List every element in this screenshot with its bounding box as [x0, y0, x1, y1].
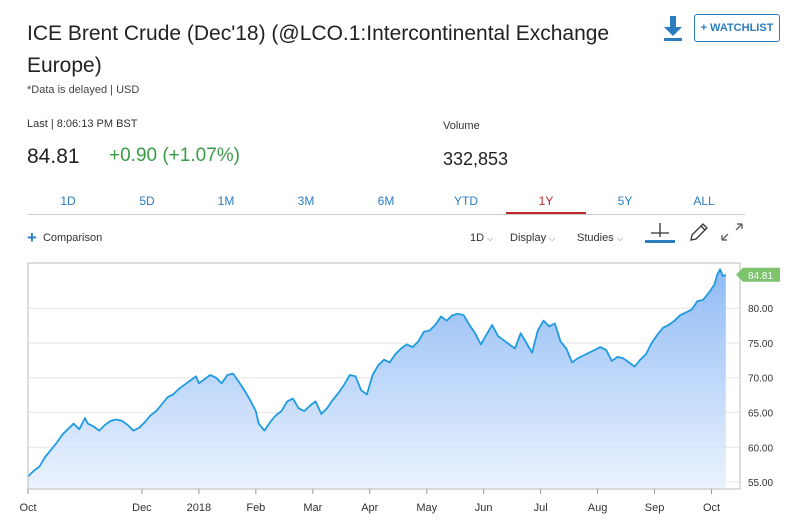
- tab-6m[interactable]: 6M: [377, 194, 395, 208]
- interval-label: 1D: [470, 232, 485, 244]
- pencil-icon[interactable]: [683, 221, 713, 243]
- display-dropdown[interactable]: Display ⌵: [510, 232, 555, 244]
- x-tick-label: Oct: [19, 502, 36, 514]
- chevron-down-icon: ⌵: [616, 234, 623, 243]
- x-tick-label: Feb: [246, 502, 265, 514]
- x-tick-label: Jun: [475, 502, 493, 514]
- data-delay-note: *Data is delayed | USD: [27, 84, 140, 96]
- x-tick-label: Jul: [534, 502, 548, 514]
- tab-1m[interactable]: 1M: [217, 194, 235, 208]
- interval-dropdown[interactable]: 1D ⌵: [470, 232, 493, 244]
- price-line: [27, 268, 727, 478]
- last-value-label: 84.81: [748, 271, 773, 282]
- studies-dropdown[interactable]: Studies ⌵: [577, 232, 623, 244]
- y-tick-label: 55.00: [748, 478, 773, 489]
- y-tick-label: 75.00: [748, 339, 773, 350]
- x-tick-label: Aug: [588, 502, 608, 514]
- y-tick-label: 65.00: [748, 409, 773, 420]
- plus-icon: +: [27, 228, 37, 247]
- comparison-label: Comparison: [42, 232, 103, 244]
- crosshair-icon[interactable]: [645, 221, 675, 243]
- chevron-down-icon: ⌵: [487, 234, 494, 243]
- studies-label: Studies: [577, 232, 614, 244]
- price-area: [28, 269, 726, 489]
- tab-1d[interactable]: 1D: [60, 194, 76, 208]
- tab-5d[interactable]: 5D: [139, 194, 155, 208]
- tab-1y[interactable]: 1Y: [506, 190, 586, 214]
- y-tick-label: 70.00: [748, 374, 773, 385]
- y-tick-label: 80.00: [748, 304, 773, 315]
- price-chart[interactable]: 55.00 60.00 65.00 70.00 75.00 80.00 Oct Dec 201…: [0, 258, 804, 532]
- last-price: 84.81: [27, 145, 80, 168]
- watchlist-button[interactable]: + WATCHLIST: [694, 14, 780, 42]
- x-tick-label: Oct: [703, 502, 720, 514]
- x-tick-label: Sep: [645, 502, 665, 514]
- x-tick-label: 2018: [187, 502, 211, 514]
- x-tick-label: May: [416, 502, 437, 514]
- price-change: +0.90 (+1.07%): [109, 145, 240, 166]
- comparison-button[interactable]: + Comparison: [27, 228, 103, 247]
- chevron-down-icon: ⌵: [549, 234, 556, 243]
- download-icon[interactable]: [661, 14, 685, 42]
- tab-5y[interactable]: 5Y: [617, 194, 633, 208]
- tab-all[interactable]: ALL: [693, 194, 715, 208]
- tab-ytd[interactable]: YTD: [454, 194, 478, 208]
- tab-3m[interactable]: 3M: [297, 194, 315, 208]
- volume-value: 332,853: [443, 149, 509, 169]
- plot-frame: [27, 262, 741, 490]
- x-tick-label: Dec: [132, 502, 152, 514]
- expand-icon[interactable]: [717, 221, 747, 243]
- volume-label: Volume: [443, 120, 480, 132]
- last-updated-label: Last | 8:06:13 PM BST: [27, 118, 138, 130]
- x-tick-label: Apr: [361, 502, 378, 514]
- y-tick-label: 60.00: [748, 443, 773, 454]
- last-value-badge: [736, 267, 780, 282]
- display-label: Display: [510, 232, 547, 244]
- x-tick-label: Mar: [303, 502, 322, 514]
- page-title: ICE Brent Crude (Dec'18) (@LCO.1:Interco…: [27, 22, 610, 77]
- range-tabs: 1D 5D 1M 3M 6M YTD 1Y 5Y ALL: [28, 190, 745, 215]
